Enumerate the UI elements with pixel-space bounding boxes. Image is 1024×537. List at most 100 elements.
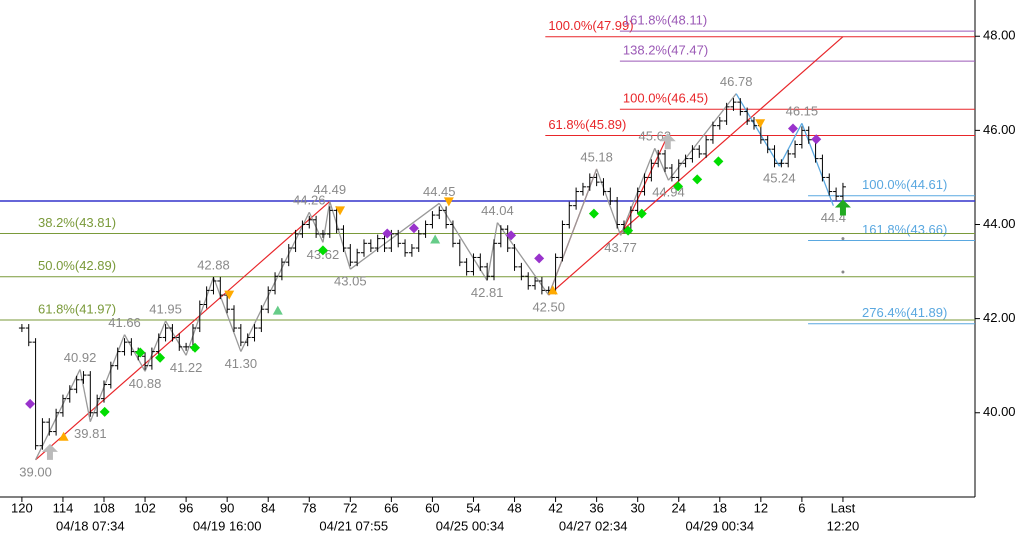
x-tick-label: 66	[384, 500, 398, 515]
price-bar	[292, 229, 299, 253]
price-bar	[662, 149, 669, 173]
price-bar	[614, 196, 621, 229]
price-bar	[333, 206, 340, 234]
price-bar	[169, 324, 176, 342]
x-tick-label: 18	[713, 500, 727, 515]
date-label: 04/29 00:34	[685, 518, 754, 533]
level-label: 161.8%(43.66)	[862, 222, 947, 237]
price-bar	[32, 338, 39, 450]
marker	[692, 174, 703, 185]
x-tick-label: 30	[630, 500, 644, 515]
price-bar	[422, 220, 429, 238]
price-bar	[491, 239, 497, 281]
marker	[841, 237, 845, 241]
marker	[755, 119, 766, 129]
zigzag-segment	[34, 369, 81, 461]
marker	[190, 342, 200, 353]
price-bar	[73, 375, 80, 394]
price-bar	[272, 272, 279, 295]
price-bar	[716, 116, 723, 130]
price-bar	[176, 333, 183, 351]
price-bar	[470, 253, 477, 276]
swing-label: 39.81	[74, 426, 107, 441]
price-bar	[532, 276, 539, 290]
price-bar	[449, 220, 456, 248]
swing-label: 41.22	[170, 360, 203, 375]
zigzag-segment	[89, 334, 126, 422]
date-label: 04/27 02:34	[559, 518, 628, 533]
swing-label: 42.88	[197, 258, 230, 273]
price-bar	[107, 361, 114, 389]
marker	[673, 181, 684, 192]
price-bar	[121, 338, 128, 356]
marker	[272, 305, 283, 315]
x-tick-label: 102	[134, 500, 156, 515]
price-bar	[778, 159, 785, 168]
marker	[224, 290, 235, 300]
swing-label: 39.00	[19, 464, 52, 479]
marker	[547, 285, 558, 295]
marker	[58, 431, 69, 441]
marker	[443, 197, 454, 207]
price-bar	[46, 418, 53, 436]
price-bar	[709, 121, 716, 144]
price-bar	[703, 135, 710, 158]
marker	[155, 352, 166, 363]
marker	[99, 406, 110, 417]
x-tick-label: 6	[798, 500, 805, 515]
swing-label: 44.4	[821, 210, 846, 225]
price-bar	[607, 187, 614, 205]
price-bar	[436, 206, 443, 220]
level-label: 61.8%(41.97)	[38, 301, 116, 316]
marker	[623, 225, 634, 236]
zigzag-segment	[486, 222, 499, 281]
x-tick-label: 24	[672, 500, 686, 515]
level-label: 38.2%(43.81)	[38, 215, 116, 230]
price-bar	[217, 276, 224, 300]
price-bar	[648, 159, 655, 182]
price-bar	[641, 173, 648, 196]
x-tick-label: 48	[507, 500, 521, 515]
price-bar	[265, 286, 272, 314]
swing-label: 43.77	[604, 240, 637, 255]
marker	[382, 228, 393, 239]
level-label: 61.8%(45.89)	[548, 117, 626, 132]
swing-label: 45.18	[580, 149, 613, 164]
price-bar	[586, 173, 593, 191]
price-bar	[66, 385, 73, 403]
price-bar	[415, 229, 422, 253]
price-bar	[210, 276, 217, 295]
price-bar	[655, 149, 662, 168]
price-bar	[237, 324, 244, 347]
level-label: 100.0%(44.61)	[862, 177, 947, 192]
price-bar	[463, 258, 470, 276]
price-bar	[374, 234, 381, 253]
x-tick-label: 84	[261, 500, 275, 515]
date-label: 04/25 00:34	[436, 518, 505, 533]
y-tick-label: 48.00	[983, 28, 1016, 43]
level-label: 161.8%(48.11)	[623, 13, 707, 28]
price-bar	[87, 371, 94, 417]
price-bar	[429, 211, 436, 229]
marker	[25, 398, 36, 409]
price-bar	[251, 324, 258, 342]
price-bar	[792, 140, 799, 158]
marker	[335, 206, 346, 216]
marker	[811, 134, 822, 145]
marker	[135, 347, 146, 358]
zigzag-segment	[654, 147, 670, 181]
zigzag-segment	[548, 168, 598, 296]
zigzag-segment	[735, 93, 780, 167]
price-bar	[682, 154, 689, 168]
swing-label: 43.05	[334, 274, 367, 289]
zigzag-segment	[123, 334, 146, 372]
swing-label: 40.88	[129, 376, 162, 391]
price-bar	[833, 187, 840, 201]
marker	[636, 208, 647, 219]
price-bar	[299, 220, 306, 238]
price-bar	[59, 394, 66, 417]
marker	[41, 443, 58, 460]
x-tick-label: Last	[831, 500, 856, 515]
zigzag-segment	[801, 123, 834, 206]
